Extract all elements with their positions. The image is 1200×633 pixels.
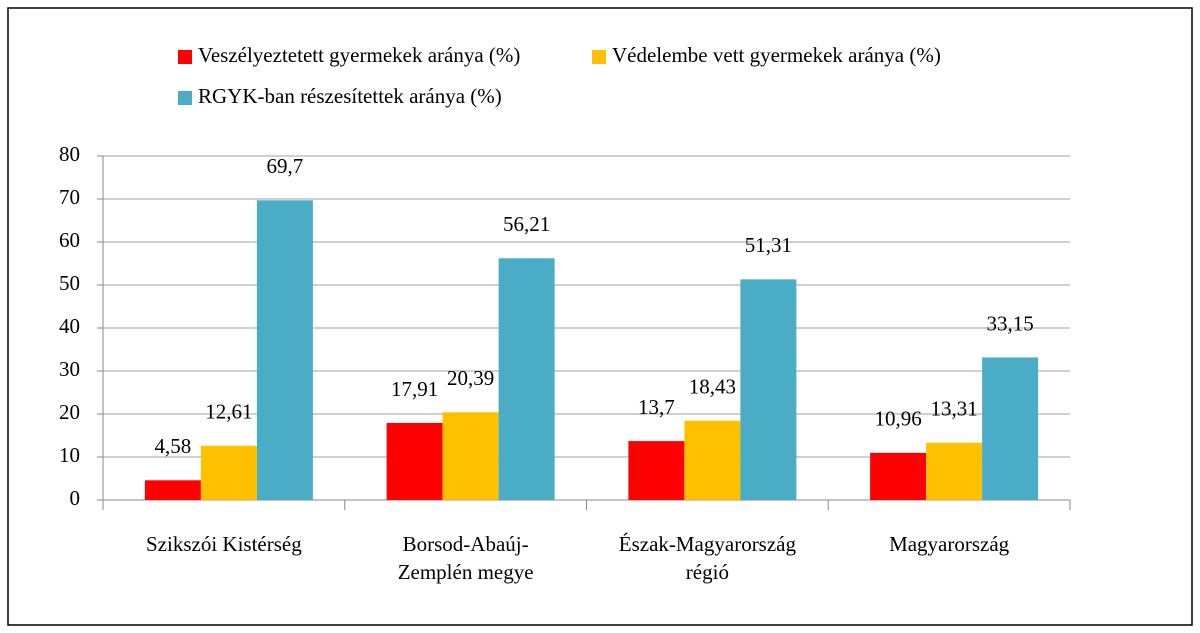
x-tick-label: Észak-Magyarország régió [618,532,796,584]
data-label: 56,21 [503,212,550,236]
data-label: 13,31 [931,397,978,421]
bar [200,445,257,500]
y-tick-label: 70 [59,185,80,209]
x-tick-label: Szikszói Kistérség [146,532,302,556]
y-tick-label: 0 [70,486,81,510]
y-tick-label: 30 [59,357,80,381]
y-tick-label: 20 [59,400,80,424]
bar [684,420,741,500]
data-label: 4,58 [155,434,192,458]
bar [256,200,313,501]
legend-label: Védelembe vett gyermekek aránya (%) [612,43,941,67]
x-tick-label: Borsod-Abaúj-Zemplén megye [397,532,534,584]
legend-swatch [592,50,606,64]
legend-swatch [178,50,192,64]
bar [442,412,499,500]
data-label: 18,43 [689,375,736,399]
data-label: 12,61 [205,400,252,424]
y-tick-label: 60 [59,228,80,252]
y-tick-label: 10 [59,443,80,467]
data-label: 33,15 [987,311,1034,335]
x-tick-label: Magyarország [889,532,1010,556]
data-label: 69,7 [267,154,304,178]
bar [870,452,927,500]
bar [498,258,555,500]
data-label: 10,96 [875,407,922,431]
y-tick-label: 80 [59,142,80,166]
legend-label: Veszélyeztetett gyermekek aránya (%) [198,43,520,67]
data-label: 13,7 [638,395,675,419]
bar [926,442,983,500]
y-tick-label: 40 [59,314,80,338]
legend-label: RGYK-ban részesítettek aránya (%) [198,84,502,108]
legend-swatch [178,91,192,105]
bar [144,480,201,500]
bar [740,279,797,500]
bar [982,357,1039,500]
bar [386,422,443,500]
chart-border [7,7,1193,626]
bar [628,441,685,500]
data-label: 51,31 [745,233,792,257]
y-tick-label: 50 [59,271,80,295]
data-label: 17,91 [391,377,438,401]
data-label: 20,39 [447,366,494,390]
